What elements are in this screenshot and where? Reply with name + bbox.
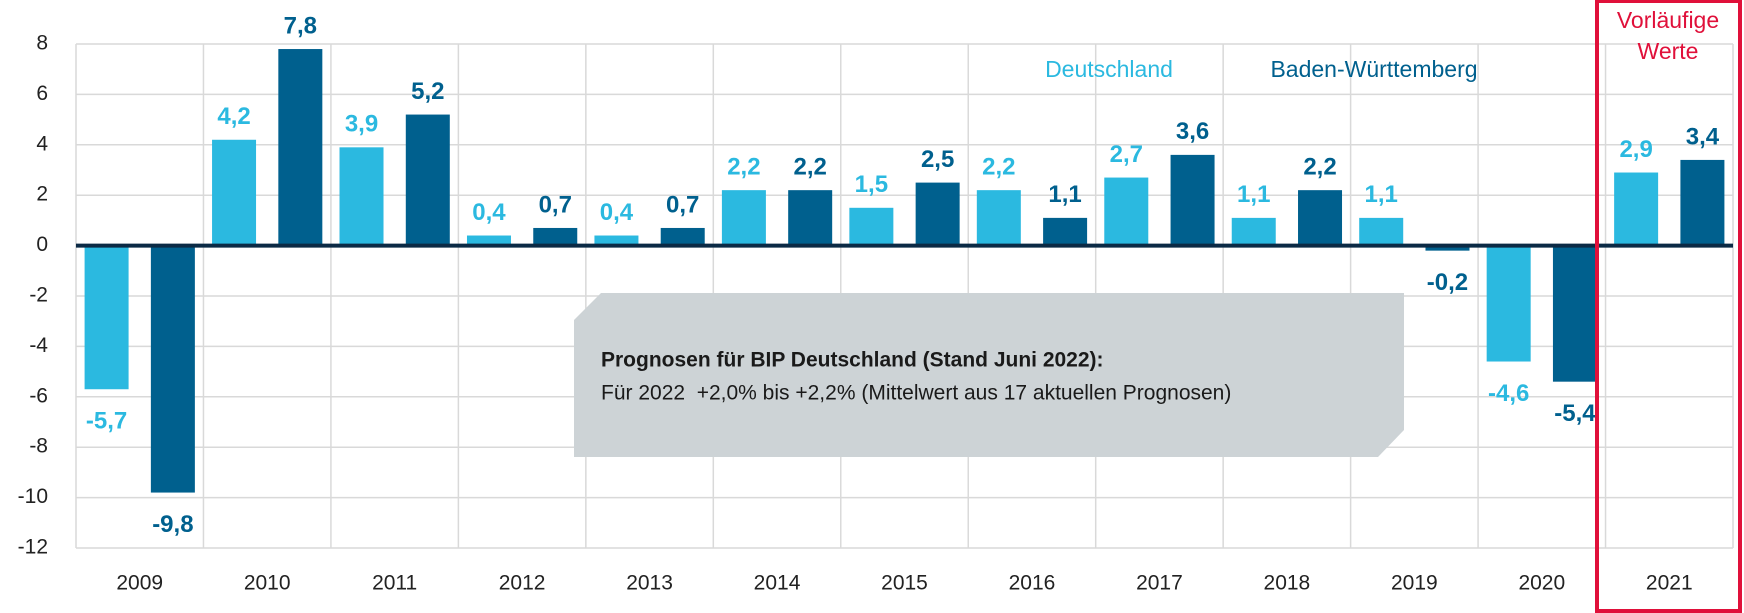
annotation-box [574,293,1404,457]
value-label: 4,2 [217,103,250,130]
x-tick-label: 2017 [1136,572,1183,595]
highlight-box [1595,0,1742,613]
bar [1486,245,1531,362]
legend-entry: Baden-Württemberg [1270,56,1477,82]
y-tick-label: -6 [29,384,48,407]
bar [1359,217,1404,246]
bar [466,235,511,246]
y-tick-label: 8 [36,32,48,55]
annotation-text: Für 2022 +2,0% bis +2,2% (Mittelwert aus… [601,382,1231,405]
bar [1043,217,1088,246]
value-label: -5,4 [1554,400,1596,427]
value-label: -9,8 [152,511,193,538]
value-label: -4,6 [1488,380,1529,407]
bar [339,147,384,246]
x-tick-label: 2013 [626,572,673,595]
x-tick-label: 2012 [499,572,546,595]
bar [84,245,129,390]
bar [278,49,323,246]
x-tick-label: 2018 [1264,572,1311,595]
value-label: 2,2 [727,154,760,181]
y-tick-label: 6 [36,82,48,105]
y-tick-label: 2 [36,183,48,206]
bar [212,139,257,246]
bar [849,207,894,246]
highlight-label: Werte [1638,38,1699,64]
bar [721,190,766,246]
x-tick-label: 2020 [1518,572,1565,595]
bar [1552,245,1597,382]
x-tick-label: 2019 [1391,572,1438,595]
y-tick-label: -8 [29,435,48,458]
y-tick-label: 4 [36,132,48,155]
value-label: 0,4 [600,199,634,226]
x-tick-label: 2010 [244,572,291,595]
value-label: 2,2 [1303,154,1336,181]
value-label: 2,5 [921,146,954,173]
x-tick-label: 2014 [754,572,801,595]
bar [150,245,195,493]
highlight-label: Vorläufige [1617,7,1719,33]
bar [1680,159,1725,246]
bar [915,182,960,246]
value-label: 2,9 [1619,136,1652,163]
y-tick-label: -2 [29,284,48,307]
x-tick-label: 2021 [1646,572,1693,595]
bar [594,235,639,246]
value-label: 0,4 [472,199,506,226]
annotation-title: Prognosen für BIP Deutschland (Stand Jun… [601,349,1104,372]
value-label: 3,6 [1176,118,1209,145]
value-label: 1,1 [1365,181,1398,208]
y-tick-label: -12 [18,536,48,559]
value-label: -0,2 [1427,269,1468,296]
value-label: 2,2 [982,154,1015,181]
bar [660,227,705,246]
bar [788,190,833,246]
x-tick-label: 2016 [1009,572,1056,595]
bar [1614,172,1659,246]
x-tick-label: 2011 [372,572,417,595]
y-tick-label: -10 [18,485,48,508]
value-label: 5,2 [411,78,444,105]
value-label: 1,5 [855,171,888,198]
value-label: 1,1 [1237,181,1270,208]
value-label: 1,1 [1048,181,1081,208]
bar [1104,177,1149,246]
bar [1170,154,1215,246]
bar [1298,190,1343,246]
value-label: 0,7 [666,191,699,218]
y-tick-label: -4 [29,334,48,357]
value-label: 3,9 [345,111,378,138]
value-label: 0,7 [539,191,572,218]
bar [976,190,1021,246]
x-tick-label: 2009 [116,572,163,595]
y-tick-label: 0 [36,233,48,256]
value-label: 2,2 [793,154,826,181]
value-label: 2,7 [1110,141,1143,168]
bar [1231,217,1276,246]
bar [1425,245,1470,251]
value-label: -5,7 [86,408,127,435]
bar [533,227,578,246]
x-tick-label: 2015 [881,572,928,595]
legend-entry: Deutschland [1045,56,1173,82]
bar [405,114,450,246]
value-label: 7,8 [284,12,317,39]
value-label: 3,4 [1686,123,1720,150]
